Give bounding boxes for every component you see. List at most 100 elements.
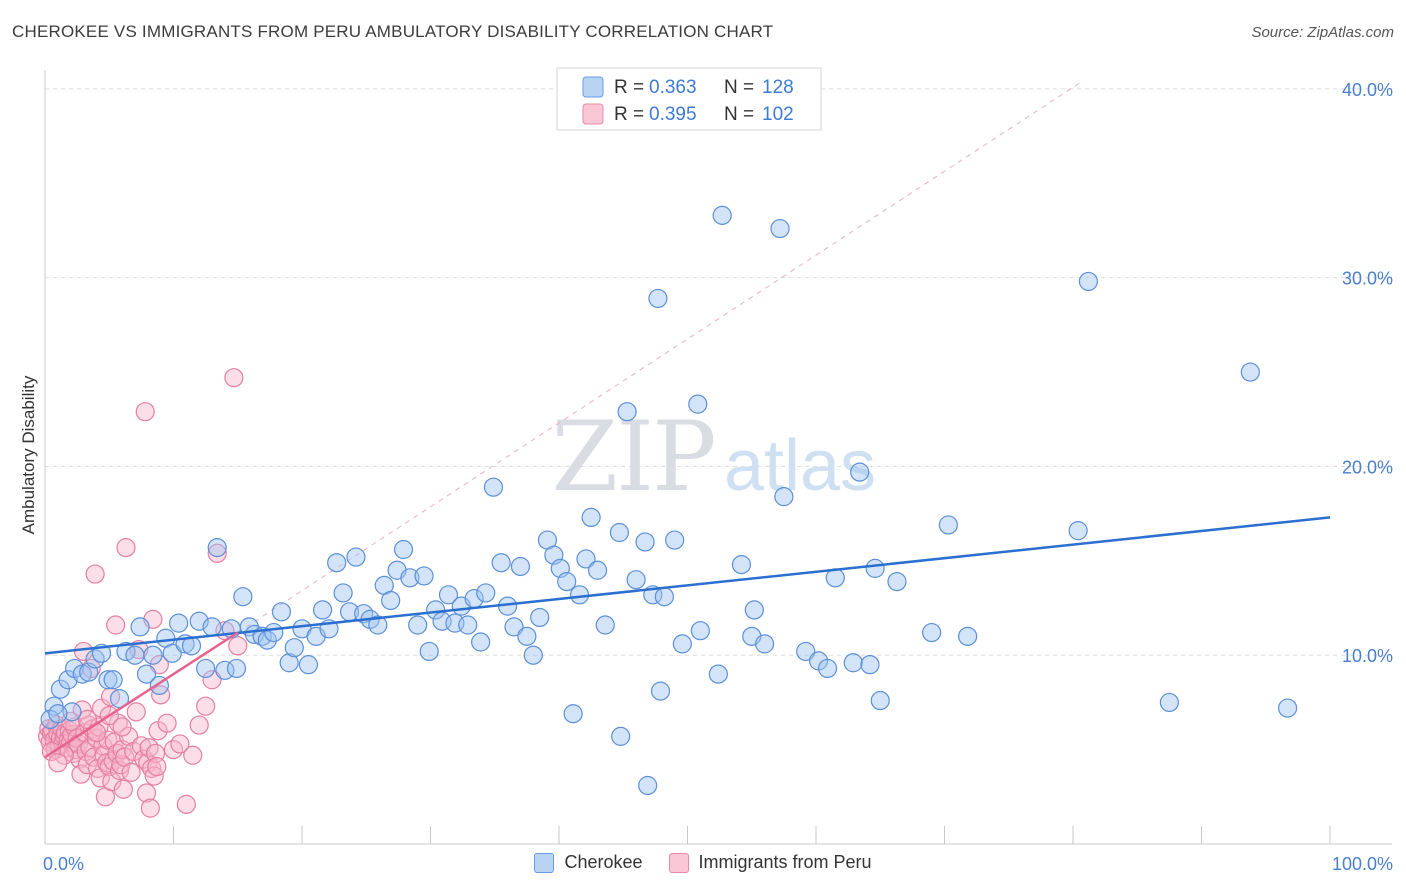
- cherokee-point: [581, 507, 601, 528]
- peru-point: [149, 655, 169, 675]
- cherokee-point: [98, 670, 118, 690]
- reference-line: [237, 82, 1080, 633]
- series-cherokee-points: [40, 205, 1298, 796]
- cherokee-point: [638, 775, 658, 796]
- cherokee-point: [1277, 698, 1298, 718]
- cherokee-point: [817, 658, 838, 679]
- cherokee-point: [408, 615, 428, 635]
- y-tick-label: 40.0%: [1342, 80, 1393, 100]
- cherokee-point: [312, 600, 333, 620]
- cherokee-point: [650, 681, 671, 701]
- cherokee-point: [284, 638, 304, 658]
- legend-n-label-cherokee: N =: [724, 77, 754, 98]
- cherokee-point: [865, 558, 885, 578]
- peru-point: [126, 702, 146, 722]
- legend-n-value-cherokee: 128: [762, 77, 794, 98]
- cherokee-point: [870, 690, 890, 711]
- cherokee-point: [843, 653, 863, 673]
- cherokee-point: [611, 726, 631, 746]
- cherokee-point: [617, 402, 637, 422]
- peru-point: [183, 745, 203, 765]
- reference-diagonal-line: [237, 82, 1080, 633]
- cherokee-point: [271, 602, 292, 622]
- cherokee-point: [298, 655, 319, 675]
- peru-point: [104, 732, 124, 752]
- legend-r-label-cherokee: R =: [614, 77, 644, 98]
- cherokee-point: [491, 553, 511, 573]
- tick-labels: 10.0% 20.0% 30.0% 40.0% 0.0% 100.0%: [43, 80, 1393, 874]
- watermark: ZIP atlas: [551, 401, 876, 513]
- cherokee-point: [257, 630, 277, 650]
- peru-point: [147, 756, 167, 777]
- cherokee-point: [1068, 521, 1088, 541]
- cherokee-point: [530, 607, 550, 628]
- cherokee-point: [523, 645, 543, 665]
- peru-trend-line: [44, 631, 239, 759]
- cherokee-point: [48, 704, 68, 724]
- grid-lines: [45, 88, 1392, 656]
- watermark-zip: ZIP: [551, 401, 714, 513]
- cherokee-point: [860, 655, 880, 675]
- legend-label-cherokee: Cherokee: [564, 852, 643, 872]
- legend-item-peru[interactable]: Immigrants from Peru: [668, 852, 872, 873]
- x-tick-label: 100.0%: [1332, 854, 1393, 874]
- cherokee-point: [654, 587, 674, 607]
- cherokee-point: [609, 522, 629, 543]
- trend-lines: [44, 516, 1331, 759]
- legend-swatch-cherokee-bottom: [534, 852, 555, 873]
- cherokee-point: [62, 702, 82, 722]
- y-tick-label: 10.0%: [1342, 646, 1393, 666]
- peru-point: [176, 794, 196, 814]
- cherokee-point: [557, 571, 577, 592]
- peru-point: [196, 696, 216, 716]
- cherokee-point: [400, 568, 420, 588]
- peru-point: [86, 723, 107, 743]
- cherokee-point: [665, 530, 685, 550]
- peru-point: [140, 798, 160, 818]
- cherokee-point: [103, 670, 123, 690]
- cherokee-point: [576, 549, 596, 569]
- peru-point: [102, 772, 122, 792]
- cherokee-point: [162, 643, 182, 663]
- legend-item-cherokee[interactable]: Cherokee: [534, 852, 643, 873]
- legend-label-peru: Immigrants from Peru: [698, 852, 872, 872]
- cherokee-point: [438, 585, 459, 605]
- cherokee-point: [207, 538, 227, 558]
- cherokee-point: [279, 653, 299, 673]
- peru-point: [106, 615, 126, 635]
- cherokee-point: [672, 634, 692, 654]
- cherokee-point: [202, 617, 222, 637]
- cherokee-point: [510, 556, 531, 577]
- cherokee-point: [712, 205, 732, 225]
- peru-point: [113, 779, 133, 799]
- peru-point: [224, 368, 244, 388]
- cherokee-point: [476, 583, 496, 603]
- cherokee-point: [850, 462, 870, 482]
- cherokee-point: [796, 641, 816, 662]
- chart-source: Source: ZipAtlas.com: [1251, 24, 1394, 41]
- cherokee-point: [688, 394, 708, 414]
- legend-r-value-cherokee: 0.363: [649, 77, 697, 98]
- peru-point: [54, 745, 74, 765]
- cherokee-point: [887, 571, 907, 592]
- cherokee-point: [690, 621, 710, 641]
- cherokee-point: [327, 553, 347, 573]
- cherokee-point: [458, 615, 478, 635]
- cherokee-point: [393, 539, 414, 560]
- peru-point: [189, 715, 209, 735]
- peru-point: [228, 636, 248, 656]
- peru-point: [48, 753, 68, 773]
- cherokee-point: [226, 658, 247, 679]
- legend-swatch-cherokee: [582, 76, 604, 98]
- peru-point: [207, 543, 227, 563]
- y-tick-label: 20.0%: [1342, 457, 1393, 477]
- axes: [44, 70, 1392, 845]
- legend-top: R = 0.363 N = 128 R = 0.395 N = 102: [556, 67, 822, 131]
- peru-point: [77, 755, 98, 775]
- cherokee-point: [58, 670, 78, 690]
- cherokee-point: [635, 532, 655, 552]
- cherokee-point: [419, 641, 439, 662]
- cherokee-point: [517, 626, 537, 646]
- legend-n-label-peru: N =: [724, 104, 754, 125]
